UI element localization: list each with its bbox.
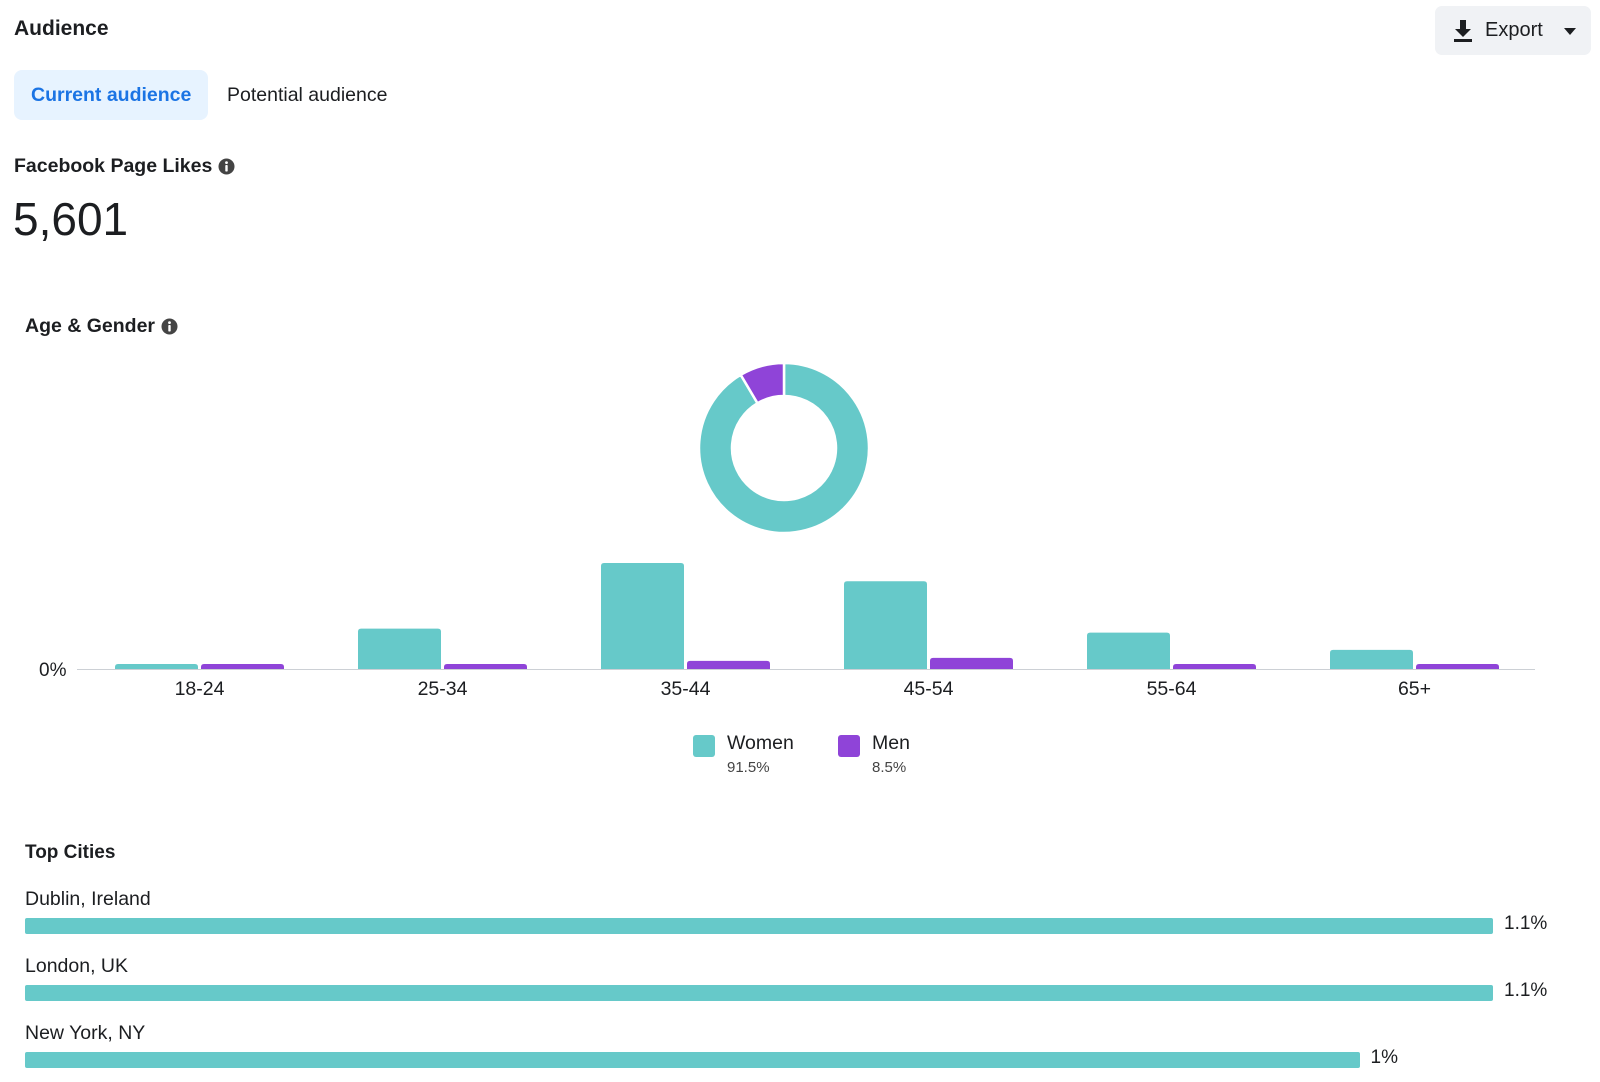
age-bar-chart: 0% 18-24 25-34 35-44 45-54 55-64 65+: [39, 563, 1535, 700]
download-icon: [1453, 19, 1473, 43]
legend-label-women: Women: [727, 732, 794, 754]
info-icon[interactable]: [218, 158, 235, 175]
page-title: Audience: [14, 17, 109, 40]
x-tick-label: 35-44: [661, 678, 711, 700]
bar-men-65+[interactable]: [1416, 663, 1499, 669]
city-bar: [25, 1052, 1360, 1068]
legend-label-men: Men: [872, 732, 910, 754]
bar-men-25-34[interactable]: [444, 663, 527, 669]
caret-down-icon: [1563, 26, 1577, 36]
info-icon[interactable]: [161, 318, 178, 335]
city-bar: [25, 985, 1493, 1001]
age-gender-title: Age & Gender: [25, 315, 156, 337]
legend-swatch-men: [838, 735, 860, 757]
x-tick-label: 18-24: [175, 678, 225, 700]
city-row: New York, NY 1%: [25, 1022, 1585, 1082]
chart-legend: Women 91.5% Men 8.5%: [0, 730, 1600, 780]
bar-men-45-54[interactable]: [930, 657, 1013, 669]
age-gender-chart: 0% 18-24 25-34 35-44 45-54 55-64 65+: [39, 361, 1535, 700]
x-tick-label: 45-54: [904, 678, 954, 700]
top-cities-title: Top Cities: [25, 842, 116, 863]
donut-slice-women[interactable]: [697, 361, 871, 535]
page-likes-title: Facebook Page Likes: [14, 155, 213, 177]
gender-donut-chart: [697, 361, 871, 535]
bar-women-45-54[interactable]: [844, 581, 927, 669]
x-tick-label: 55-64: [1147, 678, 1197, 700]
city-name: London, UK: [25, 955, 128, 977]
donut-slice-men[interactable]: [739, 361, 786, 405]
page-likes-heading: Facebook Page Likes: [14, 155, 235, 178]
city-percentage: 1%: [1370, 1047, 1398, 1068]
bar-women-55-64[interactable]: [1087, 632, 1170, 669]
export-button[interactable]: Export: [1435, 6, 1591, 55]
bar-men-55-64[interactable]: [1173, 663, 1256, 669]
bar-women-65+[interactable]: [1330, 649, 1413, 669]
age-gender-heading: Age & Gender: [25, 315, 178, 338]
city-percentage: 1.1%: [1504, 980, 1548, 1001]
tab-current-audience[interactable]: Current audience: [14, 70, 209, 120]
bar-women-25-34[interactable]: [358, 628, 441, 669]
city-percentage: 1.1%: [1504, 913, 1548, 934]
city-row: London, UK 1.1%: [25, 955, 1585, 1015]
bar-women-18-24[interactable]: [115, 663, 198, 669]
city-row: Dublin, Ireland 1.1%: [25, 888, 1585, 948]
x-tick-label: 25-34: [418, 678, 468, 700]
tab-potential-audience[interactable]: Potential audience: [227, 83, 388, 106]
legend-value-women: 91.5%: [727, 759, 770, 776]
page-likes-count: 5,601: [13, 193, 129, 245]
bar-men-35-44[interactable]: [687, 660, 770, 669]
city-bar: [25, 918, 1493, 934]
legend-swatch-women: [693, 735, 715, 757]
x-tick-label: 65+: [1398, 678, 1431, 700]
bar-women-35-44[interactable]: [601, 563, 684, 669]
city-name: New York, NY: [25, 1022, 146, 1044]
legend-value-men: 8.5%: [872, 759, 907, 776]
city-name: Dublin, Ireland: [25, 888, 151, 910]
y-tick-label: 0%: [39, 660, 67, 681]
bar-men-18-24[interactable]: [201, 663, 284, 669]
export-label: Export: [1485, 19, 1543, 41]
